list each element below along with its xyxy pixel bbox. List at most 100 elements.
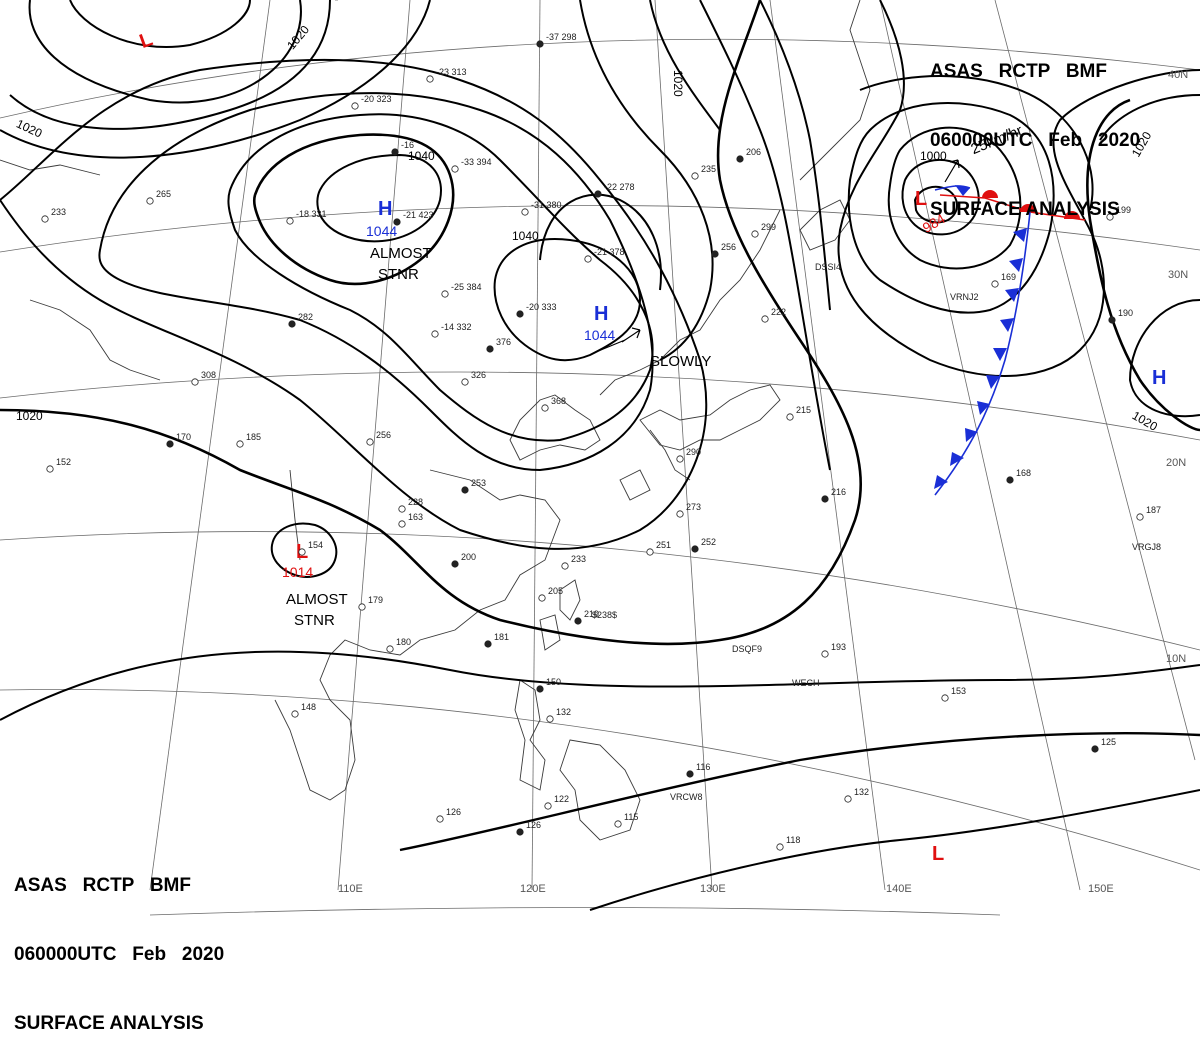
high-value: 1044: [584, 327, 615, 343]
station-value: 179: [368, 595, 383, 605]
occluded-line: [934, 185, 971, 196]
station-value: -25 384: [451, 282, 482, 292]
motion-arrows: [595, 159, 960, 353]
station-marker: [391, 148, 399, 156]
station-value: 126: [446, 807, 461, 817]
note-slowly: SLOWLY: [650, 353, 711, 370]
station-marker: [351, 102, 359, 110]
station-marker: [711, 250, 719, 258]
station-value: 150: [546, 677, 561, 687]
station-marker: [821, 495, 829, 503]
station-marker: [398, 505, 406, 513]
station-value: 252: [701, 537, 716, 547]
station-marker: [541, 404, 549, 412]
station-marker: [1106, 213, 1114, 221]
station-marker: [291, 710, 299, 718]
station-value: 132: [556, 707, 571, 717]
station-marker: [451, 560, 459, 568]
lon-label: 150E: [1088, 883, 1114, 895]
warm-front: [939, 190, 1086, 221]
station-marker: [191, 378, 199, 386]
station-value: 326: [471, 370, 486, 380]
station-value: 265: [156, 189, 171, 199]
ship-id: DSQF9: [732, 644, 762, 654]
ship-id: DSSI4: [815, 262, 841, 272]
station-value: 118: [786, 835, 800, 845]
station-marker: [646, 548, 654, 556]
isobar-label: 1020: [284, 22, 312, 52]
station-value: 228: [408, 497, 423, 507]
ship-id: WECH: [792, 678, 820, 688]
station-value: 200: [461, 552, 476, 562]
station-marker: [761, 315, 769, 323]
note-almost: ALMOST: [370, 245, 432, 262]
header-line-2: 060000UTC Feb 2020: [14, 944, 225, 965]
station-marker: [561, 562, 569, 570]
station-marker: [393, 218, 401, 226]
high-symbol: H: [378, 198, 392, 220]
lon-label: 110E: [338, 883, 363, 895]
station-plots: -37 298 -23 313 -20 323 -16 -33 394 -18 331 -2…: [41, 32, 1161, 851]
station-marker: [536, 40, 544, 48]
station-value: 233: [51, 207, 66, 217]
lat-label: 40N: [1168, 69, 1188, 81]
station-value: -31 380: [531, 200, 562, 210]
station-value: 206: [746, 147, 761, 157]
station-value: 170: [176, 432, 191, 442]
header-line-2: 060000UTC Feb 2020: [930, 130, 1141, 151]
station-value: 256: [376, 430, 391, 440]
station-value: 290: [686, 447, 701, 457]
station-marker: [146, 197, 154, 205]
header-line-3: SURFACE ANALYSIS: [14, 1013, 204, 1034]
station-value: -23 313: [436, 67, 467, 77]
station-marker: [941, 694, 949, 702]
station-value: 256: [721, 242, 736, 252]
station-value: 215: [796, 405, 811, 415]
station-marker: [516, 828, 524, 836]
station-value: 115: [624, 812, 638, 822]
lat-label: 30N: [1168, 269, 1188, 281]
station-marker: [776, 843, 784, 851]
station-marker: [46, 465, 54, 473]
station-marker: [441, 290, 449, 298]
station-marker: [691, 172, 699, 180]
isobar-label: 1040: [512, 229, 539, 243]
station-marker: [751, 230, 759, 238]
station-value: -18 331: [296, 209, 327, 219]
lat-label: 20N: [1166, 457, 1186, 469]
station-marker: [538, 594, 546, 602]
station-value: 132: [854, 787, 869, 797]
low-value: 1014: [282, 564, 313, 580]
station-marker: [676, 510, 684, 518]
station-value: -37 298: [546, 32, 577, 42]
station-marker: [1091, 745, 1099, 753]
station-marker: [1108, 316, 1116, 324]
station-marker: [366, 438, 374, 446]
station-value: 181: [494, 632, 509, 642]
high-center-1: H 1044: [366, 198, 397, 239]
graticule-labels: 110E 120E 130E 140E 150E 40N 30N 20N 10N: [338, 69, 1188, 895]
weather-map: H 1044 H 1044 H L 984 L 1014 L L ALMOST …: [0, 0, 1200, 916]
low-center-3: L: [137, 28, 156, 53]
station-value: -21 378: [594, 247, 625, 257]
station-value: 153: [951, 686, 966, 696]
station-value: 199: [1116, 205, 1131, 215]
station-marker: [614, 820, 622, 828]
station-marker: [786, 413, 794, 421]
station-value: -20 333: [526, 302, 557, 312]
header-line-1: ASAS RCTP BMF: [930, 61, 1107, 82]
station-marker: [676, 455, 684, 463]
station-marker: [461, 486, 469, 494]
station-value: -33 394: [461, 157, 492, 167]
station-value: 308: [201, 370, 216, 380]
station-value: 190: [1118, 308, 1133, 318]
station-marker: [536, 685, 544, 693]
station-value: 376: [496, 337, 511, 347]
high-symbol: H: [594, 303, 608, 325]
station-value: -16: [401, 140, 414, 150]
station-marker: [991, 280, 999, 288]
station-marker: [298, 548, 306, 556]
station-marker: [288, 320, 296, 328]
isobar-label: 1020: [14, 117, 44, 141]
station-value: 116: [696, 762, 710, 772]
